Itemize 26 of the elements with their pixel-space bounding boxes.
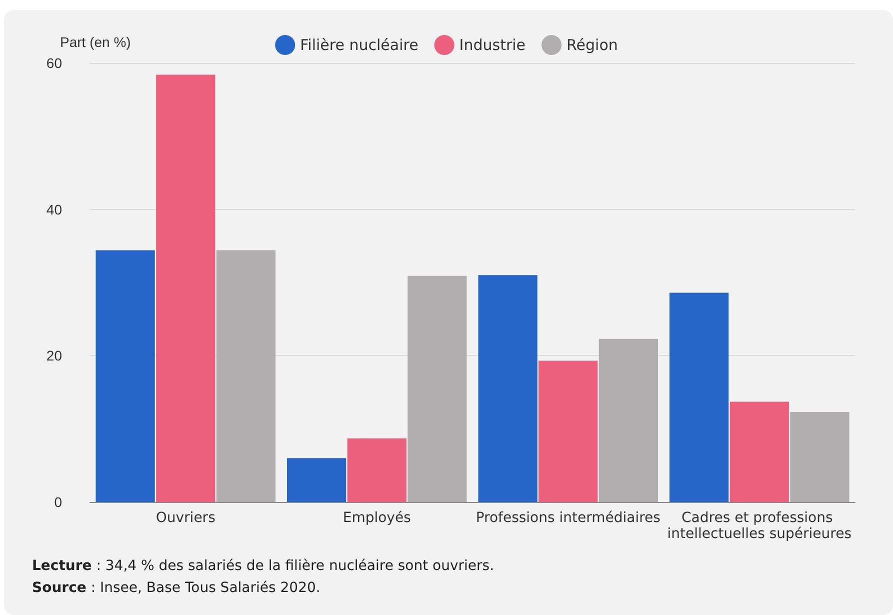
- source-note: Source : Insee, Base Tous Salariés 2020.: [32, 579, 322, 598]
- bar: [790, 412, 850, 502]
- x-tick-label: Cadres et professions intellectuelles supérieures: [667, 510, 852, 542]
- legend-label: Filière nucléaire: [300, 36, 418, 54]
- x-tick-label: Employés: [342, 510, 411, 526]
- legend-label: Région: [566, 36, 618, 54]
- x-tick-label: Professions intermédiaires: [476, 510, 660, 526]
- bar: [286, 458, 346, 502]
- bar: [478, 275, 538, 502]
- y-tick-label: 40: [46, 201, 62, 218]
- bar: [538, 360, 598, 502]
- bar: [730, 402, 789, 502]
- bar: [156, 74, 216, 502]
- y-axis-title: Part (en %): [60, 34, 131, 50]
- y-tick-label: 20: [46, 348, 62, 364]
- y-tick-label: 0: [54, 494, 62, 510]
- bar: [598, 338, 658, 502]
- bar: [96, 250, 155, 502]
- legend-label: Industrie: [459, 36, 526, 54]
- bar: [408, 276, 467, 502]
- bar: [347, 438, 406, 502]
- y-tick-label: 60: [46, 55, 62, 71]
- text: Lecture : 34,4 % des salariés de la filière nucléaire sont ouvriers.: [32, 557, 494, 576]
- bar: [216, 250, 276, 502]
- x-tick-label: Ouvriers: [156, 510, 216, 526]
- bar: [669, 292, 729, 502]
